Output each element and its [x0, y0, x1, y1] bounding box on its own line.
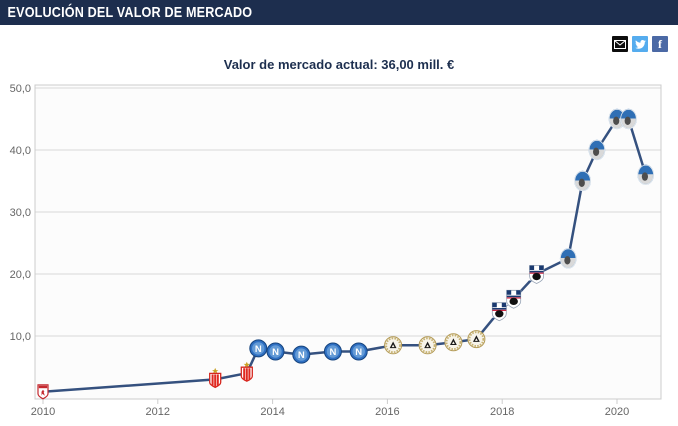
y-axis-tick-label: 20,0 — [10, 269, 31, 281]
data-point-udinese-crest-icon[interactable] — [444, 333, 463, 352]
svg-text:N: N — [355, 347, 362, 358]
y-axis-tick-label: 40,0 — [10, 145, 31, 157]
section-header: EVOLUCIÓN DEL VALOR DE MERCADO — [0, 0, 678, 25]
data-point-napoli-crest-icon[interactable]: N — [323, 342, 342, 361]
data-point-sampdoria-crest-icon[interactable] — [491, 302, 507, 322]
data-point-america-crest-icon[interactable] — [37, 384, 49, 400]
data-point-atalanta-crest-icon[interactable] — [559, 248, 577, 269]
data-point-napoli-crest-icon[interactable]: N — [292, 345, 311, 364]
twitter-bird-icon — [634, 39, 646, 49]
data-point-sampdoria-crest-icon[interactable] — [506, 289, 522, 309]
page-title: EVOLUCIÓN DEL VALOR DE MERCADO — [7, 4, 253, 21]
facebook-share-button[interactable]: f — [652, 36, 668, 52]
svg-text:N: N — [298, 350, 305, 361]
x-axis-tick-label: 2020 — [605, 406, 629, 418]
market-value-chart: 10,0 20,0 30,0 40,0 50,0 2010 2012 2014 2016 2018… — [0, 76, 678, 421]
x-axis-tick-label: 2014 — [260, 406, 284, 418]
data-point-udinese-crest-icon[interactable] — [384, 336, 403, 355]
data-point-atalanta-crest-icon[interactable] — [588, 139, 606, 161]
facebook-f-icon: f — [658, 36, 662, 51]
x-axis-tick-label: 2018 — [490, 406, 514, 418]
data-point-atalanta-crest-icon[interactable] — [637, 164, 655, 185]
data-point-udinese-crest-icon[interactable] — [467, 330, 486, 349]
data-point-atalanta-crest-icon[interactable] — [574, 170, 591, 192]
x-axis-tick-label: 2016 — [375, 406, 399, 418]
x-axis-tick-label: 2010 — [31, 406, 55, 418]
data-point-atalanta-crest-icon[interactable] — [620, 108, 637, 130]
data-point-atalanta-crest-icon[interactable] — [608, 108, 626, 130]
email-share-button[interactable] — [612, 36, 628, 52]
y-axis-tick-label: 30,0 — [10, 207, 31, 219]
current-market-value: Valor de mercado actual: 36,00 mill. € — [223, 57, 455, 72]
data-point-udinese-crest-icon[interactable] — [418, 336, 437, 355]
data-point-sampdoria-crest-icon[interactable] — [529, 265, 545, 284]
svg-text:N: N — [255, 344, 262, 355]
chart-canvas[interactable]: 10,0 20,0 30,0 40,0 50,0 2010 2012 2014 2016 2018… — [0, 76, 678, 421]
data-point-napoli-crest-icon[interactable]: N — [349, 342, 368, 361]
svg-text:N: N — [272, 347, 279, 358]
data-point-napoli-crest-icon[interactable]: N — [249, 339, 268, 358]
plot-area — [35, 85, 661, 399]
y-axis-tick-label: 10,0 — [10, 331, 31, 343]
twitter-share-button[interactable] — [632, 36, 648, 52]
data-point-napoli-crest-icon[interactable]: N — [266, 342, 285, 361]
x-axis-tick-label: 2012 — [146, 406, 170, 418]
svg-text:N: N — [329, 347, 336, 358]
plot-border — [34, 84, 662, 400]
data-point-estudiantes-crest-icon[interactable] — [209, 367, 222, 389]
y-axis-tick-label: 50,0 — [10, 83, 31, 95]
data-point-estudiantes-crest-icon[interactable] — [240, 361, 253, 382]
share-buttons: f — [612, 36, 668, 52]
email-icon — [614, 39, 626, 49]
